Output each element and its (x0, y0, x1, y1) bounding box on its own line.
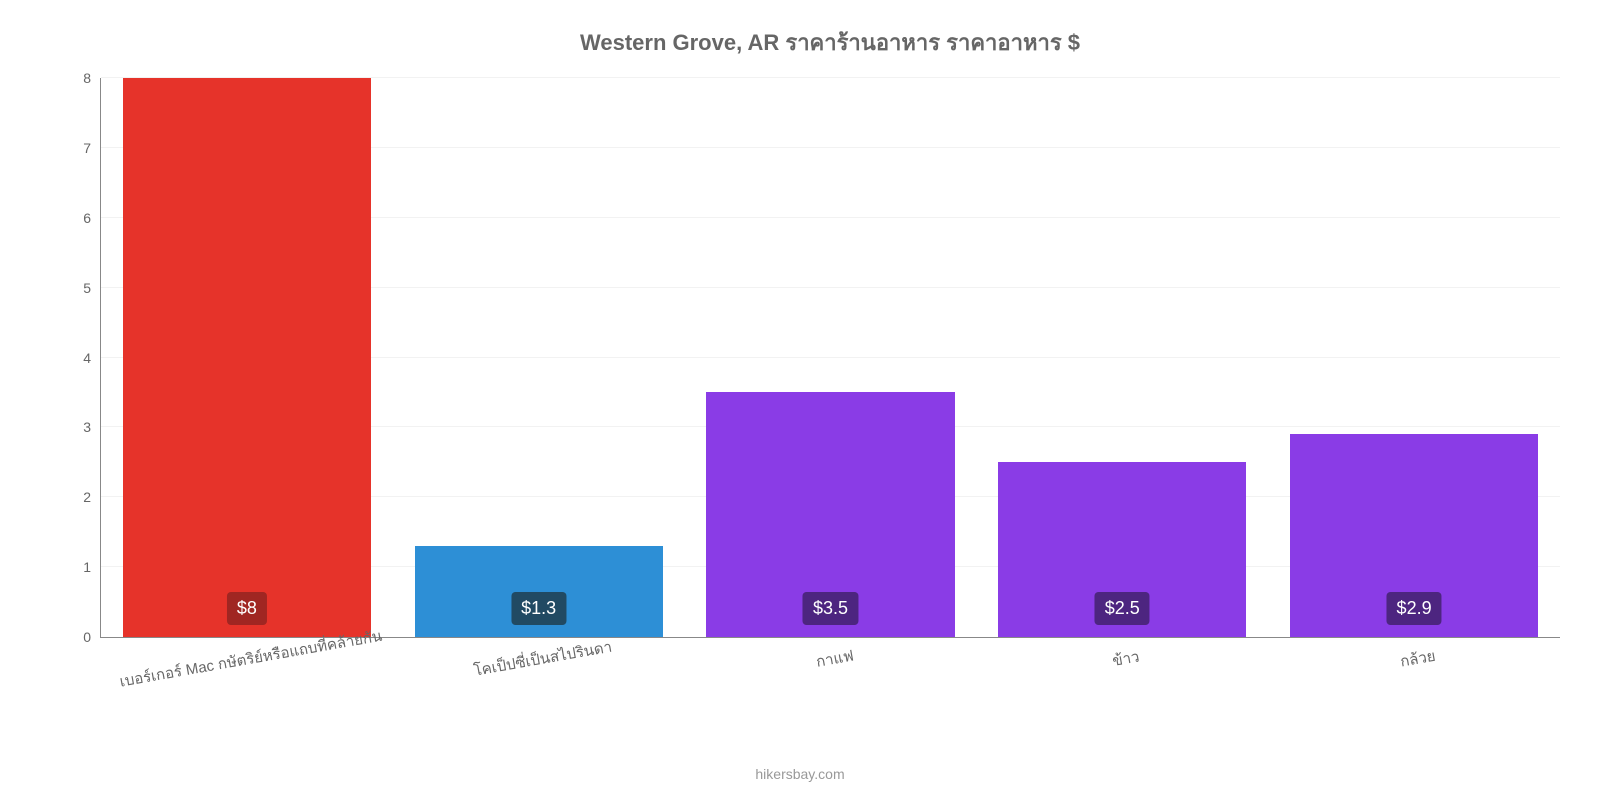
credit-text: hikersbay.com (755, 766, 844, 782)
bar-value-label: $3.5 (803, 592, 858, 625)
ytick-label: 7 (83, 140, 101, 156)
ytick-label: 4 (83, 350, 101, 366)
plot-area: 012345678$8เบอร์เกอร์ Mac กษัตริย์หรือแถ… (100, 78, 1560, 638)
xtick-label: กล้วย (1397, 634, 1438, 674)
bar-value-label: $2.9 (1387, 592, 1442, 625)
ytick-label: 2 (83, 489, 101, 505)
xtick-label: ข้าว (1109, 635, 1142, 673)
bar: $3.5 (706, 392, 954, 637)
chart-container: Western Grove, AR ราคาร้านอาหาร ราคาอาหา… (0, 0, 1600, 800)
bar: $2.9 (1290, 434, 1538, 637)
ytick-label: 8 (83, 70, 101, 86)
ytick-label: 3 (83, 419, 101, 435)
bar-value-label: $2.5 (1095, 592, 1150, 625)
bar-value-label: $8 (227, 592, 267, 625)
ytick-label: 5 (83, 280, 101, 296)
ytick-label: 1 (83, 559, 101, 575)
ytick-label: 0 (83, 629, 101, 645)
bar: $8 (123, 78, 371, 637)
xtick-label: กาแฟ (812, 634, 855, 674)
bar: $1.3 (415, 546, 663, 637)
ytick-label: 6 (83, 210, 101, 226)
chart-title: Western Grove, AR ราคาร้านอาหาร ราคาอาหา… (100, 25, 1560, 60)
bar: $2.5 (998, 462, 1246, 637)
bar-value-label: $1.3 (511, 592, 566, 625)
